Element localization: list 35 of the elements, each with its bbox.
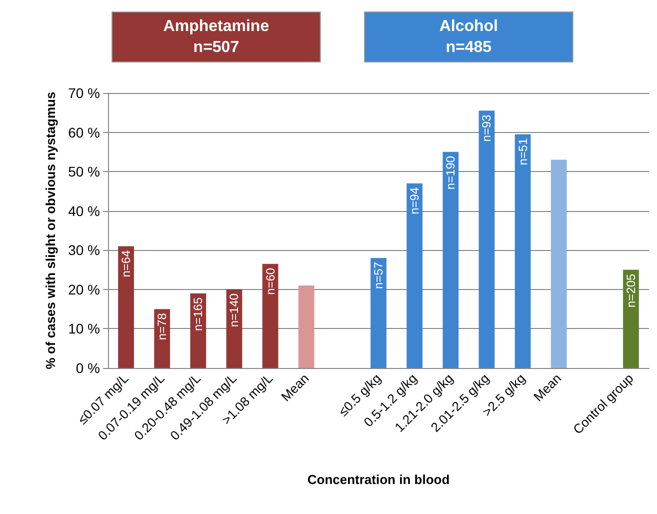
y-tick-label: 10 % xyxy=(68,320,100,337)
x-axis-title: Concentration in blood xyxy=(307,472,450,487)
bar xyxy=(298,286,314,368)
annotation: n=57 xyxy=(372,262,386,290)
text: Amphetamine n=507 xyxy=(163,18,270,56)
bar xyxy=(262,264,278,368)
text: Alcohol n=485 xyxy=(439,18,498,56)
annotation: n=165 xyxy=(191,297,206,332)
bar xyxy=(118,246,134,368)
annotation: n=60 xyxy=(263,268,278,295)
bar xyxy=(623,270,639,368)
annotation: n=94 xyxy=(408,187,422,214)
bar xyxy=(514,134,531,368)
bar xyxy=(550,160,567,368)
annotation: n=140 xyxy=(227,293,242,328)
bar xyxy=(190,293,206,368)
annotation: n=93 xyxy=(480,114,494,142)
annotation: n=205 xyxy=(624,273,638,308)
y-axis-title: % of cases with slight or obvious nystagmus xyxy=(43,92,58,370)
y-tick-label: 0 % xyxy=(76,360,100,376)
y-tick-label: 70 % xyxy=(68,85,100,101)
y-tick-label: 40 % xyxy=(68,202,100,219)
annotation: n=64 xyxy=(119,250,134,278)
bar xyxy=(154,309,170,368)
bar xyxy=(478,110,495,368)
bar xyxy=(406,183,422,368)
y-tick-label: 50 % xyxy=(68,164,100,180)
y-tick-label: 60 % xyxy=(68,124,100,140)
annotation: n=78 xyxy=(155,312,170,340)
bar xyxy=(442,152,459,368)
annotation: n=51 xyxy=(516,138,530,166)
bar xyxy=(370,258,386,368)
y-tick-label: 30 % xyxy=(68,242,100,258)
annotation: n=190 xyxy=(444,156,458,190)
y-tick-label: 20 % xyxy=(68,281,100,298)
